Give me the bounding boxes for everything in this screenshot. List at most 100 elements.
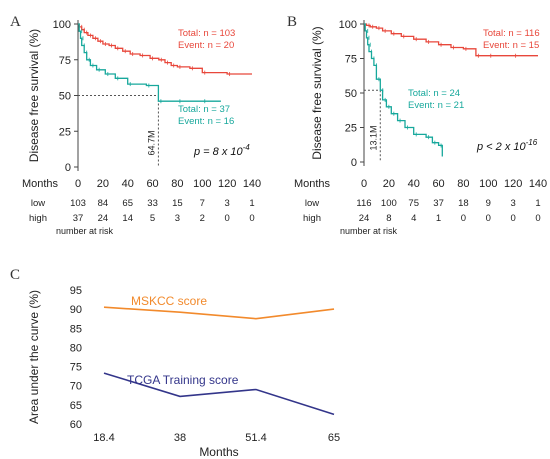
y-axis-title: Area under the curve (%) — [27, 290, 41, 424]
y-tick-label: 0 — [65, 162, 71, 174]
survival-curve-high — [364, 23, 443, 157]
risk-value: 100 — [381, 198, 397, 209]
x-axis-title: Months — [199, 445, 238, 459]
x-tick-label: 51.4 — [245, 432, 266, 444]
y-tick-label: 80 — [70, 342, 82, 354]
risk-value: 0 — [461, 213, 466, 224]
y-axis-title: Disease free survival (%) — [310, 26, 324, 159]
risk-value: 37 — [433, 198, 444, 209]
panel-letter: C — [10, 267, 20, 283]
x-tick-label: 80 — [457, 178, 469, 190]
risk-value: 8 — [386, 213, 391, 224]
risk-value: 3 — [510, 198, 515, 209]
risk-value: 24 — [359, 213, 370, 224]
y-tick-label: 75 — [59, 55, 71, 67]
risk-value: 37 — [73, 213, 84, 224]
x-tick-label: 100 — [193, 178, 211, 190]
risk-value: 33 — [147, 198, 158, 209]
risk-row-label-high: high — [29, 213, 47, 224]
x-tick-label: 100 — [479, 178, 497, 190]
y-tick-label: 90 — [70, 304, 82, 316]
risk-value: 24 — [98, 213, 109, 224]
series-label-mskcc: MSKCC score — [131, 294, 207, 308]
risk-value: 116 — [356, 198, 371, 209]
x-tick-label: 38 — [174, 432, 186, 444]
risk-value: 3 — [175, 213, 180, 224]
y-tick-label: 95 — [70, 285, 82, 297]
annotation-low-event: Event: n = 20 — [178, 40, 234, 51]
y-tick-label: 70 — [70, 381, 82, 393]
risk-value: 0 — [486, 213, 491, 224]
x-tick-label: 20 — [97, 178, 109, 190]
risk-value: 1 — [535, 198, 540, 209]
risk-value: 1 — [249, 198, 254, 209]
y-axis-title: Disease free survival (%) — [27, 29, 41, 162]
x-tick-label: 120 — [218, 178, 236, 190]
x-tick-label: 140 — [529, 178, 547, 190]
risk-row-label-low: low — [305, 198, 319, 209]
risk-value: 3 — [224, 198, 229, 209]
risk-table-note: number at risk — [340, 226, 398, 236]
risk-value: 5 — [150, 213, 155, 224]
x-tick-label: 20 — [383, 178, 395, 190]
risk-value: 75 — [408, 198, 419, 209]
survival-curve-low — [78, 23, 252, 75]
y-tick-label: 100 — [53, 19, 71, 31]
risk-value: 1 — [436, 213, 441, 224]
annotation-low-total: Total: n = 116 — [483, 28, 540, 39]
risk-value: 84 — [98, 198, 109, 209]
x-tick-label: 80 — [171, 178, 183, 190]
risk-value: 4 — [411, 213, 416, 224]
annotation-low-event: Event: n = 15 — [483, 40, 539, 51]
panel-letter: A — [10, 14, 21, 30]
series-line-tcga — [103, 372, 335, 416]
risk-row-label-low: low — [31, 198, 45, 209]
risk-value: 2 — [200, 213, 205, 224]
series-label-tcga: TCGA Training score — [127, 373, 239, 387]
y-tick-label: 75 — [70, 362, 82, 374]
x-tick-label: 0 — [361, 178, 367, 190]
p-value: p = 8 x 10-4 — [193, 143, 250, 158]
risk-value: 7 — [200, 198, 205, 209]
x-tick-label: 60 — [432, 178, 444, 190]
x-tick-label: 140 — [243, 178, 261, 190]
auc-panel-c: C 60 65 70 75 80 85 90 95 Area under the curve (%… — [10, 267, 340, 459]
risk-value: 0 — [249, 213, 254, 224]
y-tick-label: 85 — [70, 323, 82, 335]
survival-curve-low — [364, 23, 538, 57]
risk-value: 15 — [172, 198, 183, 209]
risk-table-note: number at risk — [56, 226, 114, 236]
annotation-high-total: Total: n = 24 — [408, 88, 460, 99]
y-tick-label: 50 — [59, 91, 71, 103]
y-tick-label: 50 — [345, 88, 357, 100]
risk-value: 65 — [122, 198, 133, 209]
median-label: 13.1M — [368, 125, 378, 150]
x-tick-label: 40 — [408, 178, 420, 190]
median-label: 64.7M — [146, 130, 156, 155]
x-tick-label: 120 — [504, 178, 522, 190]
risk-value: 0 — [224, 213, 229, 224]
panel-letter: B — [287, 14, 297, 30]
survival-curve-high — [78, 23, 221, 102]
x-tick-label: 60 — [146, 178, 158, 190]
series-line-mskcc — [103, 306, 335, 320]
y-tick-label: 60 — [70, 419, 82, 431]
annotation-low-total: Total: n = 103 — [178, 28, 235, 39]
x-axis-title: Months — [22, 178, 59, 190]
x-tick-label: 18.4 — [93, 432, 114, 444]
risk-value: 0 — [510, 213, 515, 224]
x-tick-label: 40 — [122, 178, 134, 190]
risk-value: 103 — [70, 198, 86, 209]
annotation-high-event: Event: n = 16 — [178, 116, 234, 127]
y-tick-label: 0 — [351, 157, 357, 169]
annotation-high-event: Event: n = 21 — [408, 100, 464, 111]
risk-row-label-high: high — [303, 213, 321, 224]
risk-value: 14 — [122, 213, 133, 224]
risk-value: 9 — [486, 198, 491, 209]
y-tick-label: 25 — [59, 126, 71, 138]
y-tick-label: 100 — [339, 19, 357, 31]
x-tick-label: 65 — [328, 432, 340, 444]
